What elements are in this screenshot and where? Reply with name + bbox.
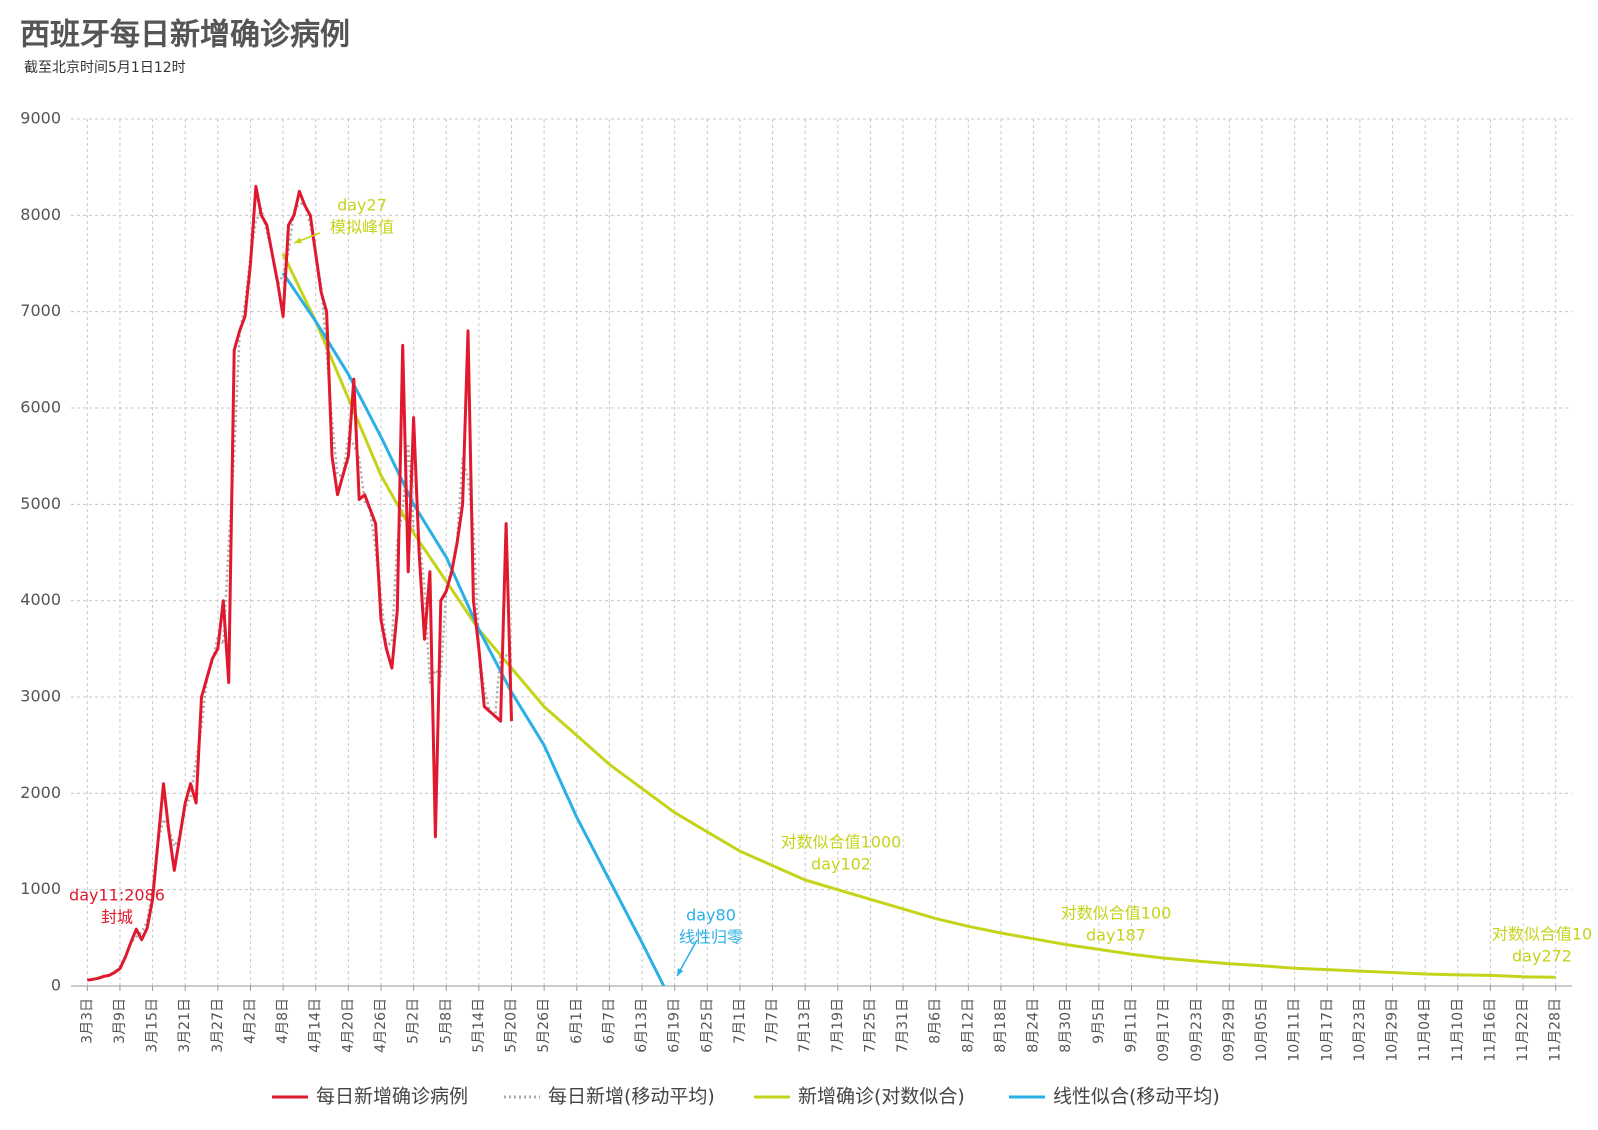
y-tick-label: 3000 <box>20 687 61 706</box>
x-tick-label: 4月2日 <box>242 998 258 1044</box>
x-tick-label: 4月26日 <box>373 998 389 1053</box>
series-line <box>281 253 1556 979</box>
x-tick-label: 3月27日 <box>210 998 226 1053</box>
y-tick-label: 7000 <box>20 301 61 320</box>
x-tick-label: 7月1日 <box>732 998 748 1044</box>
annotation: 封城 <box>101 908 133 927</box>
x-tick-label: 11月10日 <box>1450 998 1466 1062</box>
annotation: 对数似合值1000 <box>781 833 902 852</box>
y-tick-label: 4000 <box>20 590 61 609</box>
x-tick-label: 11月16日 <box>1482 998 1498 1062</box>
x-tick-label: 5月8日 <box>438 998 454 1044</box>
x-tick-label: 3月9日 <box>112 998 128 1044</box>
x-tick-label: 10月29日 <box>1385 998 1401 1062</box>
x-tick-label: 10月17日 <box>1319 998 1335 1062</box>
x-tick-label: 6月19日 <box>667 998 683 1053</box>
y-tick-label: 6000 <box>20 398 61 417</box>
x-tick-label: 8月18日 <box>993 998 1009 1053</box>
y-tick-label: 8000 <box>20 205 61 224</box>
annotation: day11:2086 <box>69 886 165 905</box>
x-tick-label: 8月12日 <box>960 998 976 1053</box>
x-tick-label: 9月5日 <box>1091 998 1107 1044</box>
x-tick-label: 11月04日 <box>1417 998 1433 1062</box>
y-tick-label: 2000 <box>20 783 61 802</box>
x-tick-label: 10月11日 <box>1287 998 1303 1062</box>
x-tick-label: 10月23日 <box>1352 998 1368 1062</box>
x-tick-label: 3月21日 <box>177 998 193 1053</box>
x-tick-label: 7月7日 <box>765 998 781 1044</box>
x-tick-label: 7月25日 <box>862 998 878 1053</box>
annotation: day27 <box>337 196 387 215</box>
series-line <box>87 184 513 982</box>
x-tick-label: 09月29日 <box>1221 998 1237 1062</box>
series-line <box>87 202 513 981</box>
y-tick-label: 5000 <box>20 494 61 513</box>
x-tick-label: 4月14日 <box>308 998 324 1053</box>
y-tick-label: 0 <box>51 976 61 995</box>
legend-label: 每日新增(移动平均) <box>548 1086 715 1108</box>
x-tick-label: 6月1日 <box>569 998 585 1044</box>
legend-label: 新增确诊(对数似合) <box>798 1086 965 1108</box>
legend-label: 线性似合(移动平均) <box>1053 1086 1220 1108</box>
x-tick-label: 7月19日 <box>830 998 846 1053</box>
x-tick-label: 10月05日 <box>1254 998 1270 1062</box>
x-tick-label: 8月24日 <box>1026 998 1042 1053</box>
x-tick-label: 5月20日 <box>504 998 520 1053</box>
x-tick-label: 8月30日 <box>1058 998 1074 1053</box>
x-tick-label: 3月15日 <box>145 998 161 1053</box>
chart-subtitle: 截至北京时间5月1日12时 <box>24 60 186 76</box>
annotation: day187 <box>1086 926 1146 945</box>
x-tick-label: 3月3日 <box>79 998 95 1044</box>
annotation: day80 <box>686 906 736 925</box>
x-tick-label: 9月11日 <box>1123 998 1139 1053</box>
x-tick-label: 5月2日 <box>406 998 422 1044</box>
x-tick-label: 11月22日 <box>1515 998 1531 1062</box>
series-line <box>281 272 666 987</box>
annotation: 对数似合值100 <box>1061 904 1172 923</box>
annotation: 线性归零 <box>679 928 743 947</box>
y-tick-label: 9000 <box>20 109 61 128</box>
chart-title: 西班牙每日新增确诊病例 <box>20 18 350 53</box>
annotation-arrowhead <box>294 237 302 244</box>
legend-label: 每日新增确诊病例 <box>316 1086 468 1108</box>
x-tick-label: 7月13日 <box>797 998 813 1053</box>
x-tick-label: 4月20日 <box>340 998 356 1053</box>
x-tick-label: 5月14日 <box>471 998 487 1053</box>
annotation: 模拟峰值 <box>330 218 394 237</box>
annotation: 对数似合值10 <box>1492 925 1592 944</box>
x-tick-label: 4月8日 <box>275 998 291 1044</box>
x-tick-label: 8月6日 <box>928 998 944 1044</box>
annotation: day102 <box>811 855 871 874</box>
x-tick-label: 5月26日 <box>536 998 552 1053</box>
annotation: day272 <box>1512 947 1572 966</box>
x-tick-label: 6月7日 <box>601 998 617 1044</box>
x-tick-label: 6月13日 <box>634 998 650 1053</box>
y-tick-label: 1000 <box>20 879 61 898</box>
annotation-arrowhead <box>677 968 684 976</box>
x-tick-label: 11月28日 <box>1548 998 1564 1062</box>
x-tick-label: 6月25日 <box>699 998 715 1053</box>
x-tick-label: 09月23日 <box>1189 998 1205 1062</box>
x-tick-label: 09月17日 <box>1156 998 1172 1062</box>
x-tick-label: 7月31日 <box>895 998 911 1053</box>
